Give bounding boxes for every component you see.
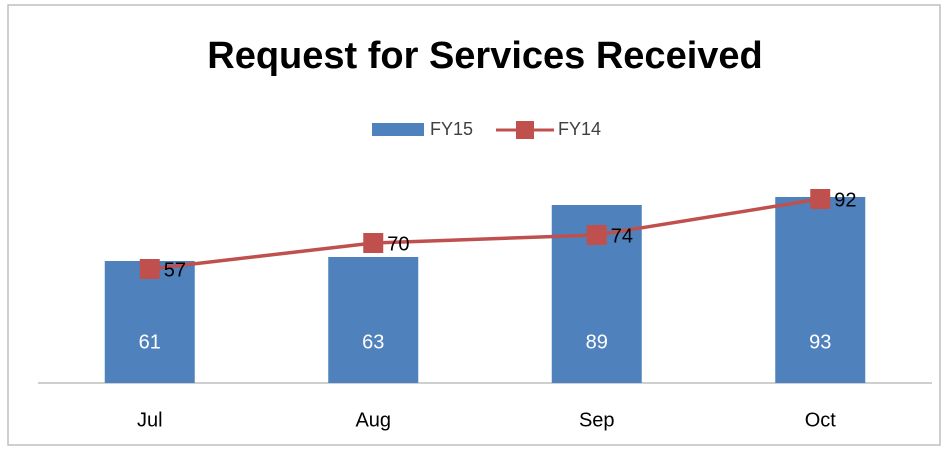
line-value-label: 57	[164, 259, 186, 281]
x-tick-label: Oct	[805, 409, 837, 431]
legend-swatch	[372, 123, 424, 136]
line-marker	[810, 189, 831, 209]
line	[149, 197, 821, 271]
bar	[104, 261, 195, 383]
bar-value-label: 61	[139, 331, 161, 353]
legend-label: FY14	[558, 119, 601, 139]
chart-title: Request for Services Received	[207, 35, 763, 77]
x-tick-label: Jul	[137, 409, 163, 431]
x-tick-label: Sep	[579, 409, 615, 431]
legend-label: FY15	[430, 119, 473, 139]
bar-value-label: 93	[809, 331, 831, 353]
bar-value-label: 63	[362, 331, 384, 353]
bar	[775, 197, 866, 383]
bar-value-label: 89	[586, 331, 608, 353]
bar	[328, 257, 419, 383]
line-marker	[139, 259, 160, 279]
line-marker	[586, 225, 607, 245]
line-value-label: 70	[387, 233, 409, 255]
line-value-label: 74	[611, 225, 633, 247]
line-value-label: 92	[834, 189, 856, 211]
line-marker	[363, 233, 384, 253]
legend-swatch	[516, 121, 534, 139]
x-tick-label: Aug	[355, 409, 391, 431]
